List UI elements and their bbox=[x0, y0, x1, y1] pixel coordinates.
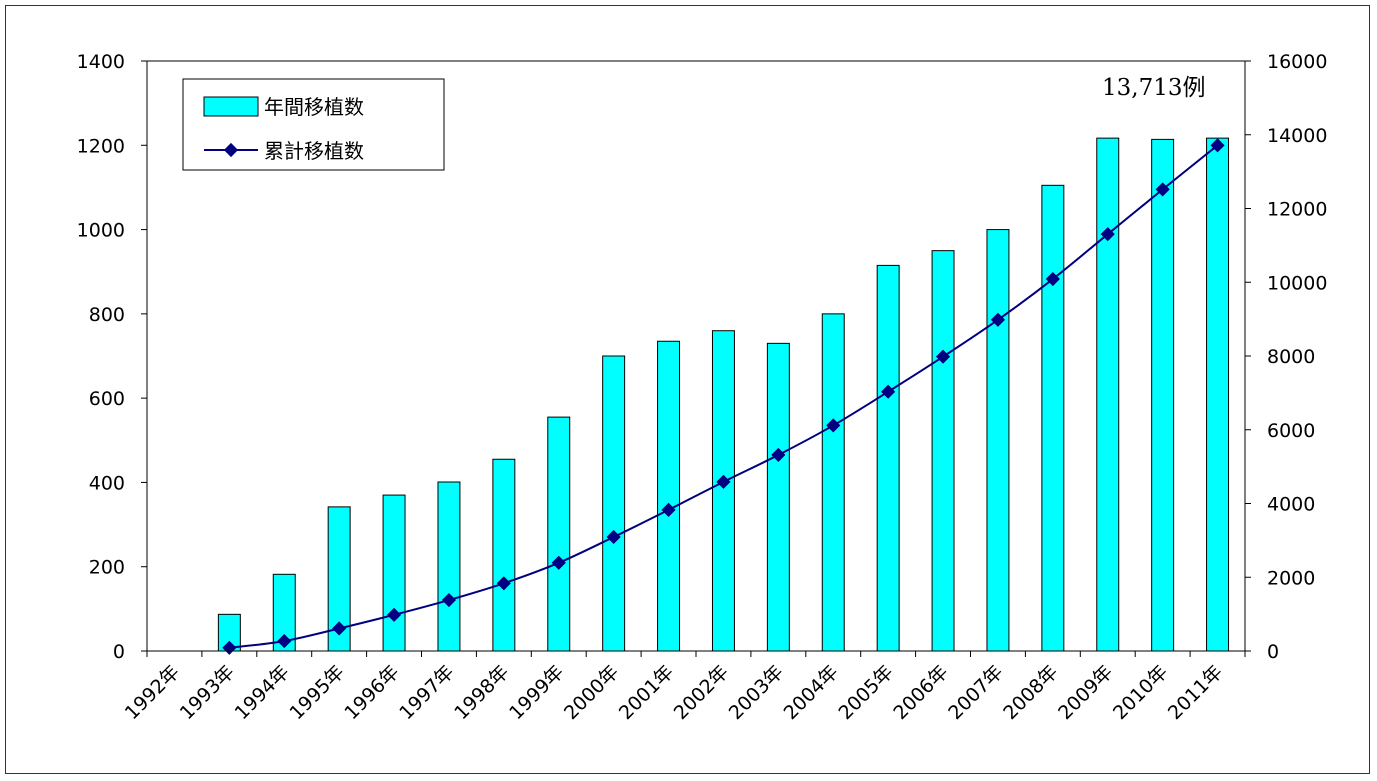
bar bbox=[602, 355, 626, 652]
y-left-tick-label: 1200 bbox=[77, 135, 125, 157]
x-tick-label: 2003年 bbox=[725, 661, 788, 724]
line-marker bbox=[826, 418, 841, 433]
line-marker bbox=[277, 634, 292, 649]
y-right-tick-label: 14000 bbox=[1267, 125, 1327, 147]
x-tick-label: 2001年 bbox=[615, 661, 678, 724]
line-marker bbox=[606, 529, 621, 545]
legend-label-line: 累計移植数 bbox=[264, 139, 364, 163]
x-tick-label: 1992年 bbox=[121, 661, 184, 724]
line-marker bbox=[551, 555, 566, 570]
y-left-tick-label: 600 bbox=[89, 388, 125, 410]
legend-swatch-bar bbox=[203, 96, 259, 117]
line-marker bbox=[496, 576, 511, 591]
x-tick-label: 2000年 bbox=[560, 661, 623, 724]
total-annotation: 13,713例 bbox=[1102, 75, 1205, 101]
line-marker bbox=[1045, 271, 1060, 287]
x-tick-label: 2006年 bbox=[889, 661, 952, 724]
y-left-tick-label: 1400 bbox=[77, 51, 125, 73]
x-tick-label: 1993年 bbox=[176, 661, 239, 724]
y-right-tick-label: 0 bbox=[1267, 641, 1279, 663]
x-tick-label: 2004年 bbox=[780, 661, 843, 724]
legend-label-bar: 年間移植数 bbox=[264, 95, 364, 119]
x-tick-label: 1998年 bbox=[450, 661, 513, 724]
line-marker bbox=[661, 502, 676, 517]
x-tick-label: 2007年 bbox=[944, 661, 1007, 724]
y-right-tick-label: 4000 bbox=[1267, 494, 1315, 516]
bar bbox=[547, 416, 571, 652]
line-marker bbox=[386, 607, 402, 622]
x-tick-label: 2010年 bbox=[1109, 661, 1172, 724]
line-marker bbox=[1100, 227, 1115, 242]
y-right-tick-label: 12000 bbox=[1267, 199, 1327, 221]
bar bbox=[1096, 137, 1120, 652]
y-left-tick-label: 1000 bbox=[77, 220, 125, 242]
line-series bbox=[222, 138, 1225, 655]
y-right-tick-label: 10000 bbox=[1267, 272, 1327, 294]
legend: 年間移植数 累計移植数 bbox=[182, 78, 445, 171]
legend-swatch-marker bbox=[223, 142, 239, 158]
bar bbox=[711, 330, 735, 652]
x-tick-label: 2009年 bbox=[1054, 661, 1117, 724]
bar bbox=[492, 458, 516, 652]
y-right-tick-label: 6000 bbox=[1267, 420, 1315, 442]
y-right-tick-label: 2000 bbox=[1267, 567, 1315, 589]
line-marker bbox=[332, 621, 347, 636]
bar bbox=[657, 340, 681, 652]
bar bbox=[766, 342, 790, 652]
bar bbox=[437, 481, 461, 652]
line-marker bbox=[935, 349, 951, 364]
y-left-tick-label: 400 bbox=[89, 472, 125, 494]
y-left-tick-label: 0 bbox=[113, 641, 125, 663]
line-marker bbox=[771, 447, 786, 463]
x-tick-label: 2011年 bbox=[1164, 661, 1227, 724]
line-marker bbox=[716, 474, 731, 489]
x-tick-label: 2008年 bbox=[999, 661, 1062, 724]
legend-box bbox=[182, 78, 445, 171]
x-tick-label: 1997年 bbox=[395, 661, 458, 724]
x-tick-label: 1995年 bbox=[285, 661, 348, 724]
y-right-tick-label: 16000 bbox=[1267, 51, 1327, 73]
bar-series bbox=[217, 137, 1230, 652]
x-tick-label: 1994年 bbox=[231, 661, 294, 724]
bar bbox=[1206, 137, 1230, 652]
line-marker bbox=[441, 592, 457, 608]
line-marker bbox=[990, 312, 1006, 327]
bar bbox=[931, 250, 955, 652]
x-tick-label: 1999年 bbox=[505, 661, 568, 724]
bar bbox=[821, 313, 845, 652]
y-left-tick-label: 200 bbox=[89, 557, 125, 579]
y-left-tick-label: 800 bbox=[89, 304, 125, 326]
x-tick-label: 2005年 bbox=[834, 661, 897, 724]
bar bbox=[382, 494, 406, 652]
line-marker bbox=[1210, 138, 1225, 153]
x-tick-label: 1996年 bbox=[340, 661, 403, 724]
bar bbox=[1041, 184, 1065, 652]
bar bbox=[876, 264, 900, 652]
line-marker bbox=[881, 384, 896, 399]
y-right-tick-label: 8000 bbox=[1267, 346, 1315, 368]
bar bbox=[1151, 138, 1175, 652]
x-tick-label: 2002年 bbox=[670, 661, 733, 724]
line-marker bbox=[1155, 182, 1170, 197]
bar bbox=[986, 229, 1010, 652]
